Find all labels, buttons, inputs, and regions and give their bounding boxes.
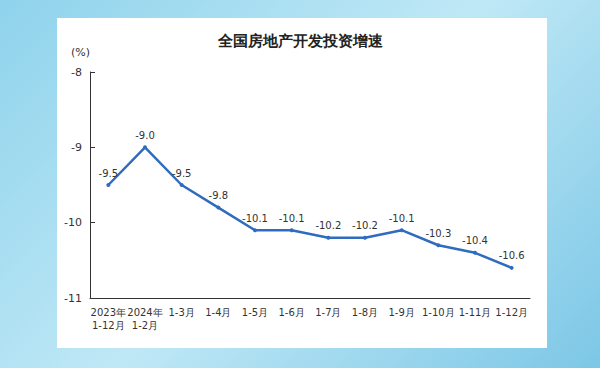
svg-text:1-11月: 1-11月 — [459, 307, 492, 318]
svg-text:-10.2: -10.2 — [315, 220, 341, 231]
svg-text:1-2月: 1-2月 — [132, 320, 158, 331]
svg-text:-10: -10 — [64, 216, 82, 229]
svg-text:1-9月: 1-9月 — [388, 307, 414, 318]
svg-text:1-12月: 1-12月 — [495, 307, 528, 318]
svg-text:1-3月: 1-3月 — [168, 307, 194, 318]
svg-text:2024年: 2024年 — [127, 307, 162, 318]
svg-text:1-8月: 1-8月 — [352, 307, 378, 318]
svg-text:-9.0: -9.0 — [135, 130, 155, 141]
svg-text:2023年: 2023年 — [91, 307, 126, 318]
svg-text:1-10月: 1-10月 — [422, 307, 455, 318]
svg-text:-9.8: -9.8 — [209, 190, 229, 201]
svg-text:-9.5: -9.5 — [172, 168, 192, 179]
svg-text:全国房地产开发投资增速: 全国房地产开发投资增速 — [217, 32, 384, 50]
svg-text:-11: -11 — [64, 292, 82, 305]
svg-text:1-5月: 1-5月 — [242, 307, 268, 318]
svg-text:-10.2: -10.2 — [352, 220, 378, 231]
svg-text:1-12月: 1-12月 — [92, 320, 125, 331]
svg-text:-10.1: -10.1 — [279, 213, 305, 224]
svg-text:1-7月: 1-7月 — [315, 307, 341, 318]
svg-text:-8: -8 — [71, 66, 82, 79]
svg-text:-10.1: -10.1 — [389, 213, 415, 224]
svg-text:-9: -9 — [71, 141, 82, 154]
svg-text:-10.1: -10.1 — [242, 213, 268, 224]
svg-text:-10.6: -10.6 — [499, 250, 525, 261]
svg-text:-10.3: -10.3 — [425, 228, 451, 239]
svg-text:(%): (%) — [71, 46, 90, 59]
svg-text:1-6月: 1-6月 — [278, 307, 304, 318]
svg-text:-10.4: -10.4 — [462, 235, 488, 246]
svg-text:-9.5: -9.5 — [99, 168, 119, 179]
svg-text:1-4月: 1-4月 — [205, 307, 231, 318]
